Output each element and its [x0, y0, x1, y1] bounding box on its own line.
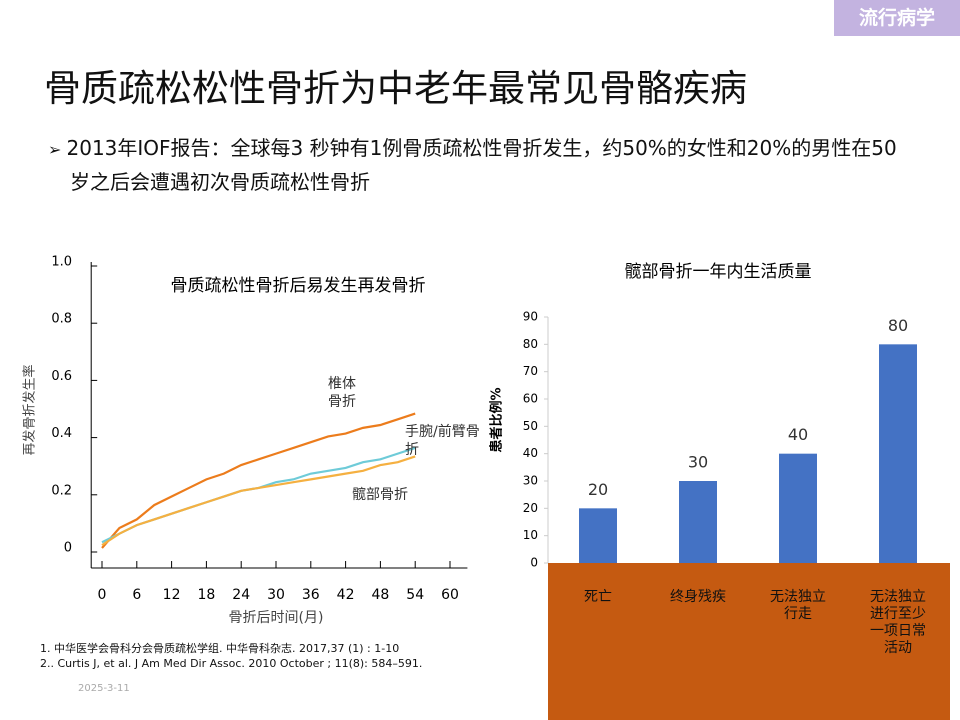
x-tick-label: 42 [337, 587, 355, 603]
bar [679, 481, 717, 563]
tag: 流行病学 [834, 0, 960, 36]
series-label: 椎体骨折 [328, 376, 356, 410]
y-tick-label: 30 [523, 474, 538, 488]
value-label: 80 [888, 316, 908, 335]
y-tick-label: 1.0 [51, 255, 72, 270]
x-tick-label: 60 [441, 587, 459, 603]
line [101, 455, 416, 547]
y-tick-label: 80 [523, 337, 538, 351]
value-label: 30 [688, 453, 708, 472]
series-label: 手腕/前臂骨折 [405, 424, 480, 458]
x-tick-label: 18 [197, 587, 215, 603]
x-tick-label: 36 [302, 587, 320, 603]
x-tick-label: 0 [98, 587, 107, 603]
bullet: 2013年IOF报告：全球每3 秒钟有1例骨质疏松性骨折发生，约50%的女性和2… [48, 132, 900, 199]
series-label: 髋部骨折 [352, 487, 408, 503]
y-tick-label: 0.8 [51, 312, 72, 327]
value-label: 20 [588, 480, 608, 499]
y-tick-label: 0 [64, 541, 72, 556]
date: 2025-3-11 [78, 683, 130, 694]
y-tick-label: 0.6 [51, 369, 72, 384]
chart-title: 髋部骨折一年内生活质量 [625, 262, 812, 282]
y-tick-label: 60 [523, 392, 538, 406]
category-panel [548, 563, 950, 720]
x-axis-label: 骨折后时间(月) [229, 610, 324, 626]
y-tick-label: 40 [523, 446, 538, 460]
x-tick-label: 24 [232, 587, 250, 603]
chart-title: 骨质疏松性骨折后易发生再发骨折 [171, 276, 426, 296]
value-label: 40 [788, 425, 808, 444]
reference: 1. 中华医学会骨科分会骨质疏松学组. 中华骨科杂志. 2017,37 (1) … [40, 642, 400, 655]
category-label: 死亡 [584, 589, 612, 605]
bar [579, 508, 617, 563]
slide-title: 骨质疏松松性骨折为中老年最常见骨骼疾病 [44, 67, 747, 110]
y-tick-label: 50 [523, 419, 538, 433]
line [101, 412, 416, 549]
y-tick-label: 0.2 [51, 483, 72, 498]
y-tick-label: 70 [523, 364, 538, 378]
y-axis-label: 再发骨折发生率 [22, 364, 38, 455]
reference: 2.. Curtis J, et al. J Am Med Dir Assoc.… [40, 657, 423, 670]
y-tick-label: 0 [530, 556, 538, 570]
y-tick-label: 10 [523, 528, 538, 542]
x-tick-label: 30 [267, 587, 285, 603]
y-axis-label: 患者比例% [489, 387, 505, 452]
y-tick-label: 20 [523, 501, 538, 515]
category-label: 无法独立进行至少一项日常活动 [870, 589, 926, 656]
y-tick-label: 0.4 [51, 426, 72, 441]
bar [779, 453, 817, 563]
x-tick-label: 48 [371, 587, 389, 603]
y-tick-label: 90 [523, 310, 538, 324]
category-label: 无法独立行走 [770, 589, 826, 622]
category-label: 终身残疾 [670, 589, 726, 605]
x-tick-label: 6 [132, 587, 141, 603]
bar [879, 344, 917, 563]
x-tick-label: 54 [406, 587, 424, 603]
x-tick-label: 12 [163, 587, 181, 603]
